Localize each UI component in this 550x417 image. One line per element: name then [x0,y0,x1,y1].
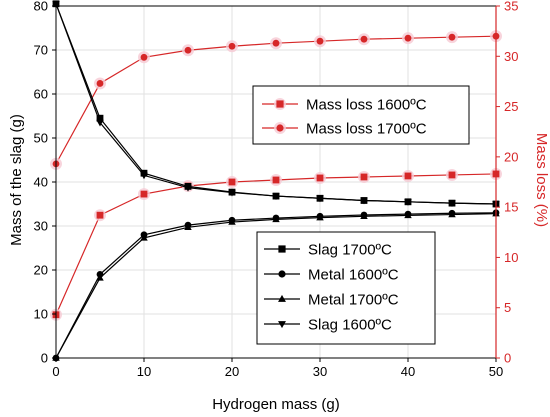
mass-loss-point-0-1 [96,211,104,219]
slag-metal-legend-marker-0 [278,245,286,253]
y-left-tick-label-1: 10 [34,307,48,322]
y-left-tick-label-8: 80 [34,0,48,14]
slag-metal-point-3-6 [316,195,324,203]
y-right-tick-label-7: 35 [504,0,518,14]
slag-metal-legend-marker-3 [278,321,286,329]
mass-loss-point-0-9 [448,171,456,179]
slag-metal-point-2-6 [316,213,324,221]
slag-metal-point-2-9 [448,210,456,218]
y-right-tick-label-3: 15 [504,200,518,215]
x-tick-label-5: 50 [489,364,503,379]
slag-metal-point-2-3 [184,223,192,231]
slag-metal-point-3-5 [272,193,280,200]
y-left-tick-label-5: 50 [34,131,48,146]
mass-loss-legend-marker-0 [276,100,284,108]
mass-loss-point-1-9 [448,33,456,41]
mass-loss-point-0-6 [316,174,324,182]
y-left-tick-label-6: 60 [34,87,48,102]
slag-metal-legend-marker-2 [278,294,286,302]
slag-metal-point-3-2 [140,172,148,180]
slag-metal-legend-label-1: Metal 1600ºC [308,267,399,284]
mass-loss-legend-item-1: Mass loss 1700ºC [262,121,427,138]
mass-loss-point-0-7 [360,173,368,181]
slag-metal-point-3-8 [404,199,412,206]
mass-loss-point-1-2 [140,53,148,61]
y-right-tick-label-2: 10 [504,250,518,265]
mass-loss-point-1-4 [228,42,236,50]
mass-loss-point-0-5 [272,176,280,184]
slag-metal-point-2-1 [96,274,104,281]
mass-loss-point-1-6 [316,37,324,45]
slag-metal-legend-label-2: Metal 1700ºC [308,292,399,309]
y-left-tick-label-3: 30 [34,219,48,234]
legend-mass-loss: Mass loss 1600ºC Mass loss 1700ºC [252,85,470,145]
y-left-tick-label-0: 0 [41,351,48,366]
y-left-tick-label-7: 70 [34,43,48,58]
legend-slag-metal-box [256,231,436,345]
slag-metal-point-3-7 [360,197,368,205]
y-left-tick-label-4: 40 [34,175,48,190]
mass-loss-legend-label-0: Mass loss 1600ºC [306,97,427,114]
mass-loss-point-1-1 [96,80,104,87]
mass-loss-point-1-7 [360,35,368,43]
slag-metal-point-2-8 [404,211,412,219]
y-right-tick-label-6: 30 [504,49,518,64]
mass-loss-point-0-2 [140,190,148,198]
x-axis-title: Hydrogen mass (g) [212,396,340,413]
legend-mass-loss-box [252,85,470,145]
slag-metal-legend-item-0: Slag 1700ºC [264,242,392,259]
slag-metal-legend-label-0: Slag 1700ºC [308,242,392,259]
slag-metal-point-3-9 [448,200,456,208]
slag-metal-point-2-2 [140,233,148,241]
mass-loss-point-1-8 [404,34,412,42]
mass-loss-point-0-4 [228,178,236,186]
slag-metal-legend-marker-1 [278,270,286,278]
slag-metal-series-3 [52,1,500,208]
mass-loss-legend-item-0: Mass loss 1600ºC [262,97,427,114]
legend-slag-metal: Slag 1700ºC Metal 1600ºC Metal 1700ºC Slag … [256,231,436,345]
x-tick-label-4: 40 [401,364,415,379]
x-tick-label-2: 20 [225,364,239,379]
mass-loss-point-1-5 [272,39,280,47]
mass-loss-legend-marker-1 [276,124,284,132]
ticks-layer: 0 10 20 30 40 5001020304050607080051015202530… [34,0,519,379]
y-right-tick-label-5: 25 [504,99,518,114]
x-tick-label-3: 30 [313,364,327,379]
y-left-tick-label-2: 20 [34,263,48,278]
mass-loss-point-1-3 [184,46,192,54]
x-tick-label-0: 0 [52,364,59,379]
mass-loss-legend-label-1: Mass loss 1700ºC [306,121,427,138]
slag-metal-point-2-7 [360,212,368,220]
slag-metal-point-2-5 [272,215,280,223]
slag-metal-legend-item-1: Metal 1600ºC [264,267,399,284]
slag-metal-point-0-1 [96,114,104,122]
slag-metal-point-3-1 [96,119,104,127]
x-tick-label-1: 10 [137,364,151,379]
y-right-axis-title: Mass loss (%) [533,133,550,227]
y-right-tick-label-1: 5 [504,300,511,315]
y-right-tick-label-4: 20 [504,149,518,164]
slag-metal-legend-item-3: Slag 1600ºC [264,317,392,334]
slag-metal-point-3-3 [184,185,192,192]
y-right-tick-label-0: 0 [504,351,511,366]
slag-metal-point-3-4 [228,189,236,197]
y-left-axis-title: Mass of the slag (g) [8,114,25,246]
slag-metal-point-2-4 [228,218,236,225]
slag-metal-legend-item-2: Metal 1700ºC [264,292,399,309]
mass-loss-point-0-8 [404,172,412,180]
slag-metal-legend-label-3: Slag 1600ºC [308,317,392,334]
slag-metal-point-3-0 [52,1,60,8]
